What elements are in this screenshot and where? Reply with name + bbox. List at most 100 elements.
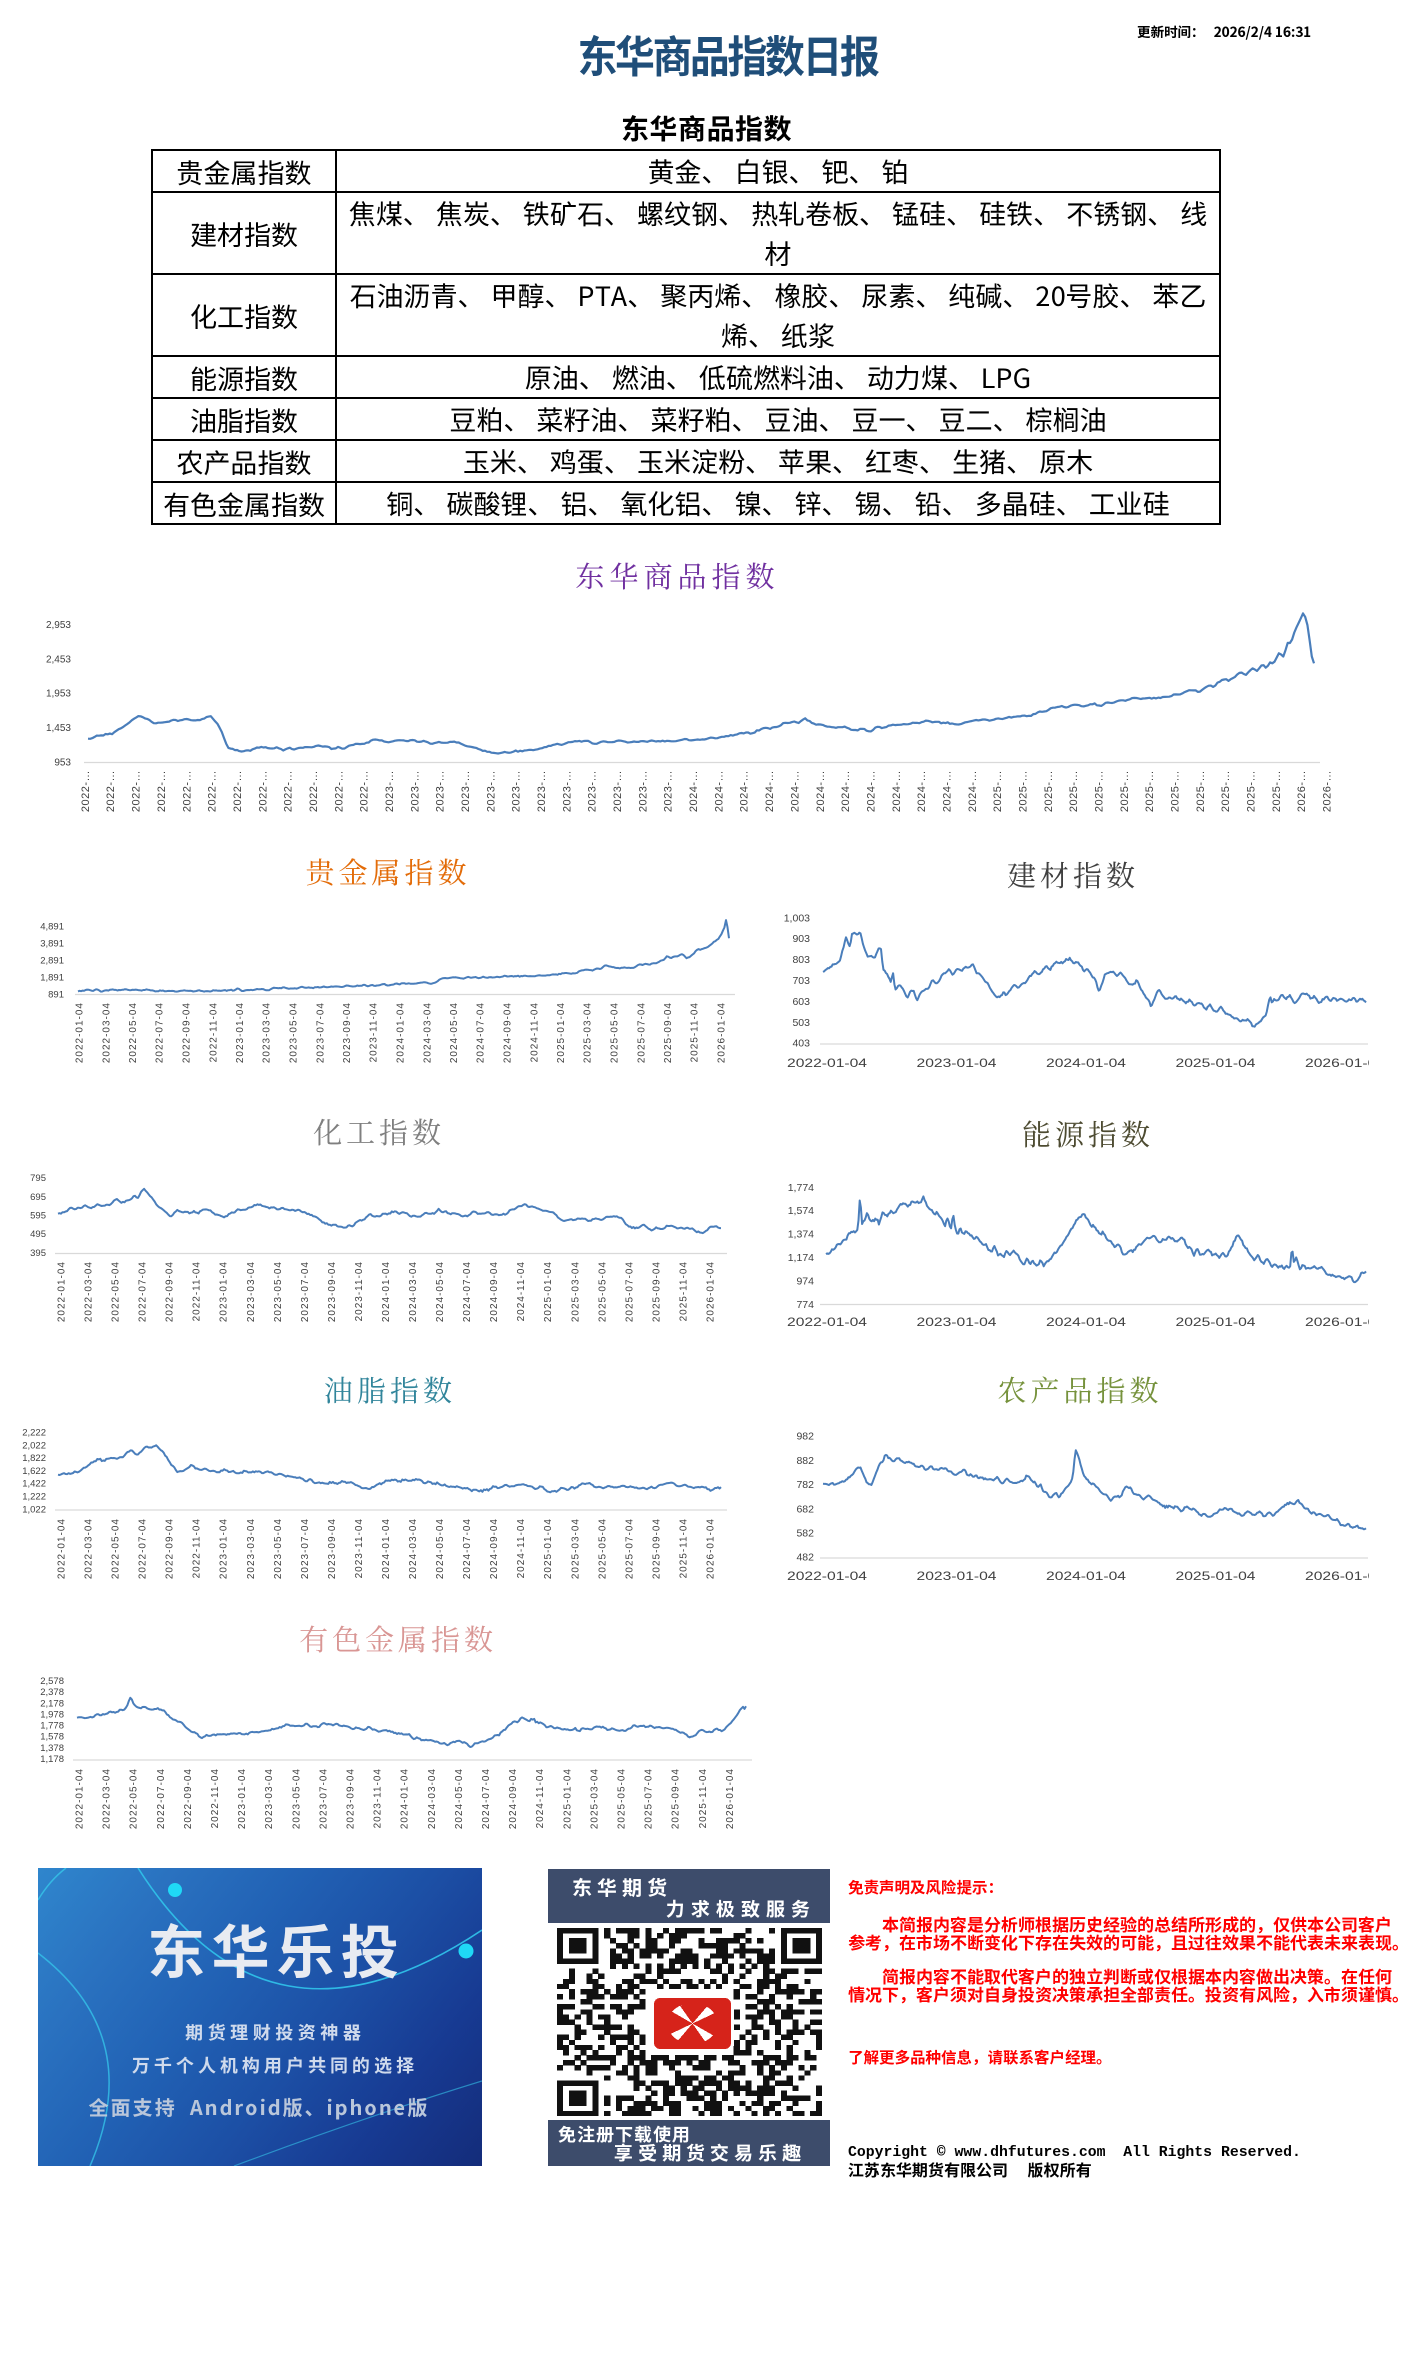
svg-text:2023-07-04: 2023-07-04: [300, 1261, 311, 1322]
svg-text:2022-…: 2022-…: [333, 770, 345, 812]
svg-text:2022-01-04: 2022-01-04: [75, 1768, 86, 1829]
svg-text:1,178: 1,178: [40, 1754, 64, 1765]
svg-text:2026-01-04: 2026-01-04: [1305, 1058, 1369, 1070]
svg-text:2022-09-04: 2022-09-04: [165, 1518, 176, 1579]
svg-text:2025-01-04: 2025-01-04: [562, 1768, 573, 1829]
svg-text:2023-…: 2023-…: [485, 770, 497, 812]
svg-text:2025-01-04: 2025-01-04: [1176, 1317, 1257, 1329]
svg-text:2025-…: 2025-…: [1068, 770, 1080, 812]
svg-text:2025-09-04: 2025-09-04: [651, 1518, 662, 1579]
svg-text:2024-09-04: 2024-09-04: [489, 1518, 500, 1579]
svg-text:2024-…: 2024-…: [815, 770, 827, 812]
svg-text:1,374: 1,374: [788, 1229, 814, 1241]
svg-text:2023-11-04: 2023-11-04: [354, 1261, 365, 1321]
svg-text:982: 982: [796, 1431, 814, 1443]
svg-text:2025-03-04: 2025-03-04: [570, 1518, 581, 1579]
svg-text:2023-01-04: 2023-01-04: [917, 1058, 998, 1070]
svg-text:2024-…: 2024-…: [967, 770, 979, 812]
svg-text:2024-09-04: 2024-09-04: [489, 1261, 500, 1322]
svg-text:2023-09-04: 2023-09-04: [327, 1518, 338, 1579]
svg-text:891: 891: [48, 989, 64, 1000]
svg-text:2025-11-04: 2025-11-04: [678, 1261, 689, 1321]
svg-text:2024-07-04: 2024-07-04: [481, 1768, 492, 1829]
svg-text:2023-…: 2023-…: [460, 770, 472, 812]
svg-text:2024-07-04: 2024-07-04: [476, 1002, 487, 1063]
svg-text:2025-03-04: 2025-03-04: [583, 1002, 594, 1063]
svg-text:2022-…: 2022-…: [207, 770, 219, 812]
svg-text:1,822: 1,822: [22, 1453, 46, 1464]
svg-text:882: 882: [796, 1455, 814, 1467]
svg-text:2022-01-04: 2022-01-04: [787, 1571, 868, 1583]
svg-text:2025-05-04: 2025-05-04: [617, 1768, 628, 1829]
svg-text:2023-05-04: 2023-05-04: [273, 1261, 284, 1322]
svg-text:2023-…: 2023-…: [587, 770, 599, 812]
svg-text:2024-11-04: 2024-11-04: [535, 1768, 546, 1828]
svg-text:2,378: 2,378: [40, 1687, 64, 1698]
svg-text:2023-03-04: 2023-03-04: [246, 1518, 257, 1579]
svg-text:2023-01-04: 2023-01-04: [917, 1317, 998, 1329]
svg-text:2024-09-04: 2024-09-04: [508, 1768, 519, 1829]
svg-text:2024-11-04: 2024-11-04: [529, 1002, 540, 1062]
svg-text:2023-01-04: 2023-01-04: [219, 1261, 230, 1322]
svg-text:2022-03-04: 2022-03-04: [102, 1768, 113, 1829]
svg-text:803: 803: [792, 954, 810, 966]
svg-text:2022-01-04: 2022-01-04: [57, 1518, 68, 1579]
svg-text:3,891: 3,891: [40, 939, 64, 950]
svg-text:2023-01-04: 2023-01-04: [237, 1768, 248, 1829]
svg-text:2025-09-04: 2025-09-04: [651, 1261, 662, 1322]
svg-text:2022-…: 2022-…: [131, 770, 143, 812]
svg-text:703: 703: [792, 975, 810, 987]
svg-text:503: 503: [792, 1017, 810, 1029]
svg-text:2,453: 2,453: [46, 654, 71, 665]
svg-text:1,774: 1,774: [788, 1182, 814, 1194]
svg-text:2024-03-04: 2024-03-04: [408, 1518, 419, 1579]
svg-text:1,778: 1,778: [40, 1721, 64, 1732]
svg-text:2025-07-04: 2025-07-04: [624, 1261, 635, 1322]
svg-text:2022-03-04: 2022-03-04: [84, 1261, 95, 1322]
svg-text:482: 482: [796, 1552, 814, 1564]
svg-text:2,222: 2,222: [22, 1428, 46, 1439]
svg-text:1,222: 1,222: [22, 1492, 46, 1503]
svg-text:2023-01-04: 2023-01-04: [917, 1571, 998, 1583]
svg-text:2023-03-04: 2023-03-04: [264, 1768, 275, 1829]
svg-text:2025-…: 2025-…: [1017, 770, 1029, 812]
svg-text:2022-…: 2022-…: [156, 770, 168, 812]
svg-text:2022-11-04: 2022-11-04: [192, 1261, 203, 1321]
svg-text:2022-…: 2022-…: [181, 770, 193, 812]
svg-text:2023-…: 2023-…: [536, 770, 548, 812]
svg-text:2024-05-04: 2024-05-04: [454, 1768, 465, 1829]
svg-text:1,174: 1,174: [788, 1252, 814, 1264]
svg-text:2023-07-04: 2023-07-04: [315, 1002, 326, 1063]
svg-text:2025-11-04: 2025-11-04: [690, 1002, 701, 1062]
svg-text:2025-01-04: 2025-01-04: [543, 1261, 554, 1322]
svg-text:2024-11-04: 2024-11-04: [516, 1518, 527, 1578]
svg-text:2025-05-04: 2025-05-04: [597, 1518, 608, 1579]
svg-text:395: 395: [30, 1248, 46, 1259]
svg-text:2024-…: 2024-…: [865, 770, 877, 812]
svg-text:2026-…: 2026-…: [1322, 770, 1334, 812]
svg-text:2023-…: 2023-…: [663, 770, 675, 812]
svg-text:2026-01-04: 2026-01-04: [725, 1768, 736, 1829]
svg-text:2022-07-04: 2022-07-04: [138, 1261, 149, 1322]
svg-text:2025-05-04: 2025-05-04: [610, 1002, 621, 1063]
svg-text:2024-01-04: 2024-01-04: [1046, 1058, 1127, 1070]
svg-text:974: 974: [796, 1275, 814, 1287]
svg-text:2024-05-04: 2024-05-04: [435, 1518, 446, 1579]
svg-text:4,891: 4,891: [40, 922, 64, 933]
svg-text:582: 582: [796, 1528, 814, 1540]
svg-text:2022-…: 2022-…: [308, 770, 320, 812]
svg-text:2026-01-04: 2026-01-04: [706, 1261, 717, 1322]
svg-text:903: 903: [792, 933, 810, 945]
svg-text:2024-…: 2024-…: [916, 770, 928, 812]
svg-text:2025-…: 2025-…: [1144, 770, 1156, 812]
svg-text:1,022: 1,022: [22, 1504, 46, 1515]
svg-text:2024-01-04: 2024-01-04: [381, 1518, 392, 1579]
svg-text:2023-…: 2023-…: [409, 770, 421, 812]
svg-text:2022-…: 2022-…: [232, 770, 244, 812]
svg-text:2023-09-04: 2023-09-04: [346, 1768, 357, 1829]
svg-text:2023-09-04: 2023-09-04: [327, 1261, 338, 1322]
svg-text:1,422: 1,422: [22, 1479, 46, 1490]
svg-text:2026-01-04: 2026-01-04: [1305, 1317, 1369, 1329]
svg-text:2024-01-04: 2024-01-04: [396, 1002, 407, 1063]
svg-text:2025-01-04: 2025-01-04: [543, 1518, 554, 1579]
